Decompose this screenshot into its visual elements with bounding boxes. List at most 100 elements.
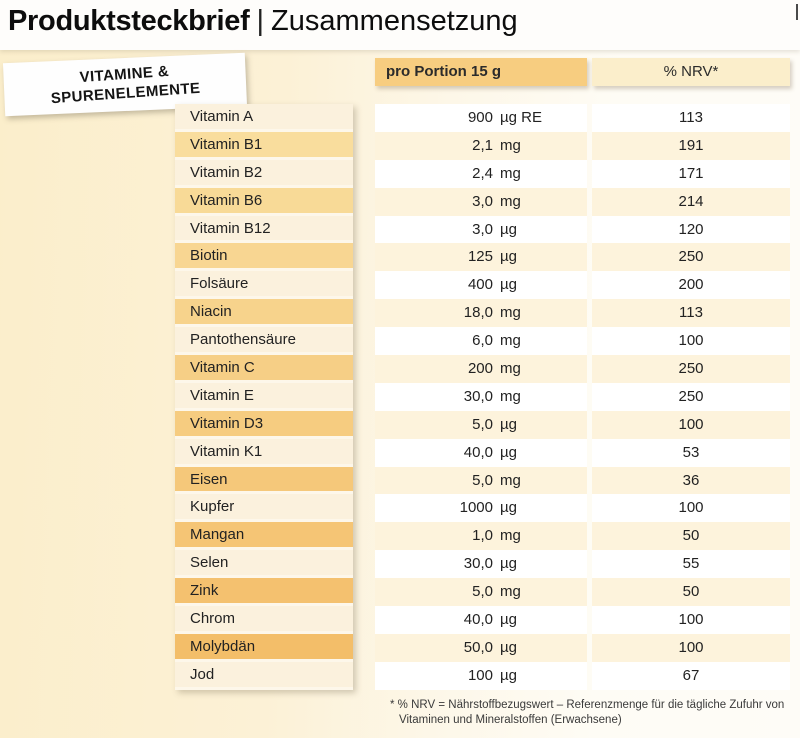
nutrient-label-row: Mangan bbox=[175, 522, 353, 548]
amount-value: 50,0 bbox=[463, 638, 493, 656]
nrv-cell: 250 bbox=[592, 382, 790, 411]
amount-cell: 50,0 µg bbox=[375, 633, 587, 662]
amount-value: 100 bbox=[467, 666, 493, 684]
amount-unit: µg bbox=[500, 443, 517, 461]
amount-value: 6,0 bbox=[472, 332, 493, 350]
amount-value: 900 bbox=[467, 109, 493, 126]
nutrient-label-row: Folsäure bbox=[175, 271, 353, 297]
amount-cell: 18,0 mg bbox=[375, 299, 587, 328]
amount-cell: 40,0 µg bbox=[375, 606, 587, 634]
amount-value: 1000 bbox=[459, 499, 493, 517]
amount-unit: mg bbox=[500, 136, 521, 154]
amount-cell: 125 µg bbox=[375, 243, 587, 272]
amount-cell: 900 µg RE bbox=[375, 104, 587, 132]
nutrient-label-column: Vitamin A Vitamin B1 Vitamin B2 Vitamin B6 V… bbox=[175, 104, 353, 690]
amount-unit: mg bbox=[500, 332, 521, 350]
page-title-bold: Produktsteckbrief bbox=[8, 5, 250, 37]
amount-unit: µg bbox=[500, 638, 517, 656]
amount-unit: µg bbox=[500, 666, 517, 684]
nrv-cell: 214 bbox=[592, 187, 790, 216]
amount-unit: mg bbox=[500, 387, 521, 405]
amount-unit: µg bbox=[500, 555, 517, 573]
amount-value: 40,0 bbox=[463, 611, 493, 629]
nutrient-label-row: Biotin bbox=[175, 243, 353, 269]
nrv-cell: 67 bbox=[592, 661, 790, 690]
nutrient-label-row: Vitamin A bbox=[175, 104, 353, 129]
title-separator: | bbox=[256, 5, 265, 37]
nrv-cell: 55 bbox=[592, 550, 790, 579]
amount-cell: 3,0 mg bbox=[375, 187, 587, 216]
amount-unit: µg bbox=[500, 248, 517, 266]
amount-cell: 100 µg bbox=[375, 661, 587, 690]
amount-unit: µg bbox=[500, 276, 517, 294]
amount-unit: µg bbox=[500, 611, 517, 629]
nutrient-label-row: Vitamin B6 bbox=[175, 187, 353, 213]
amount-unit: µg bbox=[500, 220, 517, 238]
amount-column: 900 µg RE 2,1 mg 2,4 mg 3,0 mg 3,0 µg 125 µg 400 µg 18… bbox=[375, 104, 587, 690]
amount-value: 3,0 bbox=[472, 220, 493, 238]
nrv-column: 113 191 171 214 120 250 200 113 100 250 250 100 53 36… bbox=[592, 104, 790, 690]
nrv-cell: 171 bbox=[592, 159, 790, 188]
nutrient-label-row: Vitamin D3 bbox=[175, 410, 353, 436]
nrv-footnote: * % NRV = Nährstoffbezugswert – Referenz… bbox=[390, 698, 795, 727]
nutrient-label-row: Jod bbox=[175, 661, 353, 687]
column-header-nrv: % NRV* bbox=[592, 58, 790, 86]
amount-cell: 3,0 µg bbox=[375, 215, 587, 244]
page-title: Produktsteckbrief | Zusammensetzung bbox=[8, 5, 518, 38]
nutrient-label-row: Zink bbox=[175, 578, 353, 604]
amount-value: 30,0 bbox=[463, 555, 493, 573]
nutrient-label-row: Eisen bbox=[175, 466, 353, 492]
amount-unit: mg bbox=[500, 471, 521, 489]
amount-unit: mg bbox=[500, 304, 521, 322]
nrv-cell: 100 bbox=[592, 633, 790, 662]
nrv-cell: 191 bbox=[592, 131, 790, 160]
amount-value: 5,0 bbox=[472, 415, 493, 433]
amount-unit: mg bbox=[500, 527, 521, 545]
nutrient-label-row: Vitamin B12 bbox=[175, 215, 353, 241]
amount-value: 18,0 bbox=[463, 304, 493, 322]
amount-value: 5,0 bbox=[472, 471, 493, 489]
nrv-cell: 100 bbox=[592, 410, 790, 439]
nutrient-label-row: Vitamin B2 bbox=[175, 159, 353, 185]
corner-crop-mark bbox=[796, 4, 798, 20]
amount-cell: 1000 µg bbox=[375, 494, 587, 523]
nrv-cell: 250 bbox=[592, 355, 790, 383]
amount-unit: mg bbox=[500, 583, 521, 601]
amount-value: 2,4 bbox=[472, 164, 493, 182]
nutrient-label-row: Vitamin E bbox=[175, 382, 353, 408]
nutrient-label-row: Kupfer bbox=[175, 494, 353, 520]
amount-cell: 6,0 mg bbox=[375, 327, 587, 356]
amount-cell: 30,0 µg bbox=[375, 550, 587, 579]
amount-value: 40,0 bbox=[463, 443, 493, 461]
nutrient-label-row: Vitamin K1 bbox=[175, 438, 353, 464]
footnote-line2: Vitaminen und Mineralstoffen (Erwachsene… bbox=[399, 713, 622, 726]
nrv-cell: 100 bbox=[592, 606, 790, 634]
nrv-cell: 120 bbox=[592, 215, 790, 244]
nutrient-label-row: Vitamin C bbox=[175, 355, 353, 380]
nrv-cell: 50 bbox=[592, 578, 790, 607]
nutrient-label-row: Selen bbox=[175, 550, 353, 576]
nrv-cell: 100 bbox=[592, 327, 790, 356]
amount-cell: 200 mg bbox=[375, 355, 587, 383]
amount-cell: 2,4 mg bbox=[375, 159, 587, 188]
amount-cell: 5,0 µg bbox=[375, 410, 587, 439]
nutrient-label-row: Chrom bbox=[175, 606, 353, 631]
nrv-cell: 50 bbox=[592, 522, 790, 551]
amount-value: 2,1 bbox=[472, 136, 493, 154]
nutrient-label-row: Niacin bbox=[175, 299, 353, 325]
amount-cell: 1,0 mg bbox=[375, 522, 587, 551]
amount-cell: 5,0 mg bbox=[375, 578, 587, 607]
nutrient-label-row: Pantothensäure bbox=[175, 327, 353, 353]
amount-value: 30,0 bbox=[463, 387, 493, 405]
amount-value: 200 bbox=[467, 360, 493, 378]
nrv-cell: 113 bbox=[592, 299, 790, 328]
amount-unit: mg bbox=[500, 164, 521, 182]
page-title-regular: Zusammensetzung bbox=[271, 5, 518, 37]
amount-cell: 2,1 mg bbox=[375, 131, 587, 160]
amount-unit: mg bbox=[500, 360, 521, 378]
nutrient-label-row: Molybdän bbox=[175, 633, 353, 659]
amount-unit: µg bbox=[500, 415, 517, 433]
nrv-cell: 250 bbox=[592, 243, 790, 272]
amount-cell: 5,0 mg bbox=[375, 466, 587, 495]
